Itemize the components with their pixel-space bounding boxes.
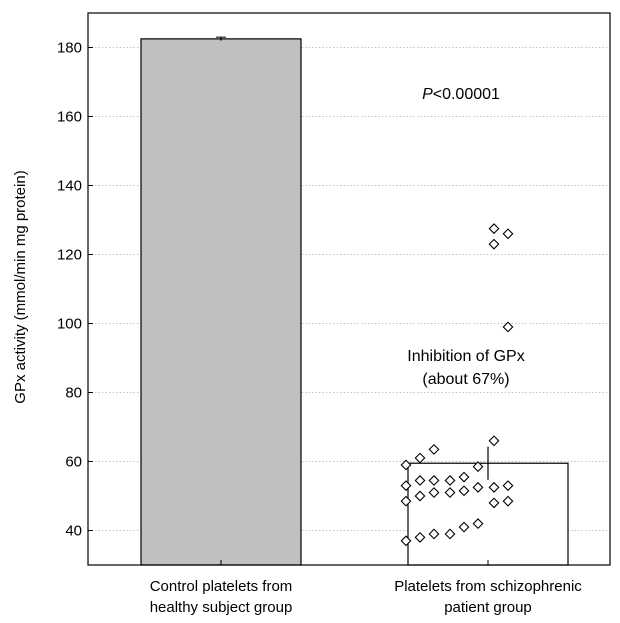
y-tick-label: 140	[57, 178, 82, 195]
data-point	[488, 223, 500, 235]
bars-layer	[140, 36, 569, 566]
data-point	[414, 490, 426, 502]
data-point	[488, 238, 500, 250]
data-point	[414, 475, 426, 486]
data-point	[472, 461, 484, 473]
y-tick-label: 40	[65, 523, 82, 540]
data-point	[444, 528, 456, 540]
data-point	[502, 228, 514, 240]
data-point	[472, 481, 484, 493]
plot-frame	[87, 12, 611, 566]
y-tick-label: 120	[57, 247, 82, 264]
data-point	[428, 528, 440, 540]
data-point	[502, 480, 514, 492]
data-point	[400, 535, 412, 547]
inhibition-annotation-line2: (about 67%)	[422, 371, 509, 388]
data-point	[444, 487, 456, 498]
points-layer	[400, 223, 514, 547]
data-point	[488, 481, 500, 493]
data-point	[444, 475, 456, 486]
data-point	[400, 459, 412, 471]
y-tick-label: 180	[57, 40, 82, 57]
y-axis-label: GPx activity (mmol/min mg protein)	[12, 170, 29, 403]
data-point	[488, 435, 500, 447]
data-point	[400, 495, 412, 507]
y-tick-label: 80	[65, 385, 82, 402]
data-point	[458, 471, 470, 483]
y-tick-label: 100	[57, 316, 82, 333]
y-tick-label: 60	[65, 454, 82, 471]
data-point	[458, 521, 470, 533]
p-value-annotation: P<0.00001	[422, 86, 500, 103]
data-point	[414, 531, 426, 543]
x-category-label: Control platelets from	[150, 578, 293, 595]
data-point	[400, 480, 412, 492]
data-point	[458, 485, 470, 497]
y-tick-label: 160	[57, 109, 82, 126]
data-point	[428, 475, 440, 486]
x-category-label: patient group	[444, 599, 532, 616]
x-category-label: Platelets from schizophrenic	[394, 578, 582, 595]
axis-layer: 40 60 80 100 120 140 160 180 Control platelets f…	[57, 12, 611, 616]
data-point	[488, 497, 500, 509]
data-point	[502, 495, 514, 507]
data-point	[428, 487, 440, 498]
data-point	[472, 518, 484, 530]
inhibition-annotation-line1: Inhibition of GPx	[407, 348, 524, 365]
x-category-label: healthy subject group	[150, 599, 293, 616]
bar-1	[140, 38, 302, 566]
data-point	[414, 452, 426, 464]
data-point	[428, 443, 440, 455]
data-point	[502, 321, 514, 333]
